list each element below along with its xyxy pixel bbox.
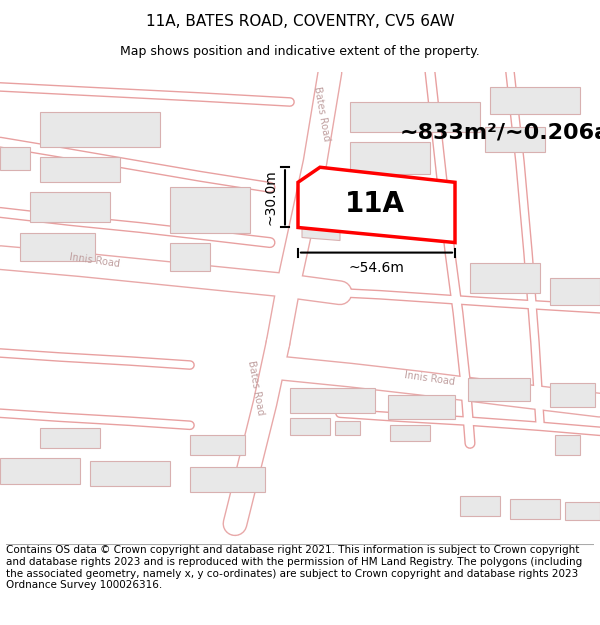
Polygon shape	[565, 502, 600, 519]
Polygon shape	[550, 383, 595, 408]
Polygon shape	[190, 468, 265, 491]
Polygon shape	[490, 87, 580, 114]
Polygon shape	[550, 278, 600, 305]
Polygon shape	[170, 242, 210, 271]
Text: Innis Road: Innis Road	[404, 369, 456, 387]
Polygon shape	[510, 499, 560, 519]
Polygon shape	[0, 147, 30, 170]
Polygon shape	[40, 428, 100, 448]
Text: Bates Road: Bates Road	[246, 360, 266, 416]
Polygon shape	[302, 224, 340, 241]
Polygon shape	[555, 436, 580, 456]
Polygon shape	[350, 142, 430, 174]
Polygon shape	[335, 421, 360, 436]
Polygon shape	[90, 461, 170, 486]
Polygon shape	[460, 496, 500, 516]
Polygon shape	[40, 158, 120, 182]
Text: Map shows position and indicative extent of the property.: Map shows position and indicative extent…	[120, 44, 480, 58]
Polygon shape	[470, 262, 540, 292]
Polygon shape	[390, 425, 430, 441]
Text: ~30.0m: ~30.0m	[263, 169, 277, 225]
Polygon shape	[302, 184, 380, 222]
Polygon shape	[30, 192, 110, 222]
Polygon shape	[298, 168, 455, 242]
Polygon shape	[468, 378, 530, 401]
Text: Bates Road: Bates Road	[312, 86, 332, 142]
Polygon shape	[290, 418, 330, 436]
Polygon shape	[170, 188, 250, 232]
Text: Contains OS data © Crown copyright and database right 2021. This information is : Contains OS data © Crown copyright and d…	[6, 545, 582, 590]
Text: 11A: 11A	[345, 191, 405, 218]
Polygon shape	[485, 127, 545, 152]
Polygon shape	[290, 388, 375, 413]
Polygon shape	[190, 436, 245, 456]
Text: Innis Road: Innis Road	[69, 252, 121, 269]
Polygon shape	[40, 112, 160, 147]
Polygon shape	[0, 458, 80, 484]
Polygon shape	[20, 232, 95, 261]
Text: ~54.6m: ~54.6m	[349, 261, 404, 274]
Polygon shape	[388, 395, 455, 419]
Polygon shape	[350, 102, 480, 132]
Text: 11A, BATES ROAD, COVENTRY, CV5 6AW: 11A, BATES ROAD, COVENTRY, CV5 6AW	[146, 14, 454, 29]
Text: ~833m²/~0.206ac.: ~833m²/~0.206ac.	[400, 122, 600, 142]
